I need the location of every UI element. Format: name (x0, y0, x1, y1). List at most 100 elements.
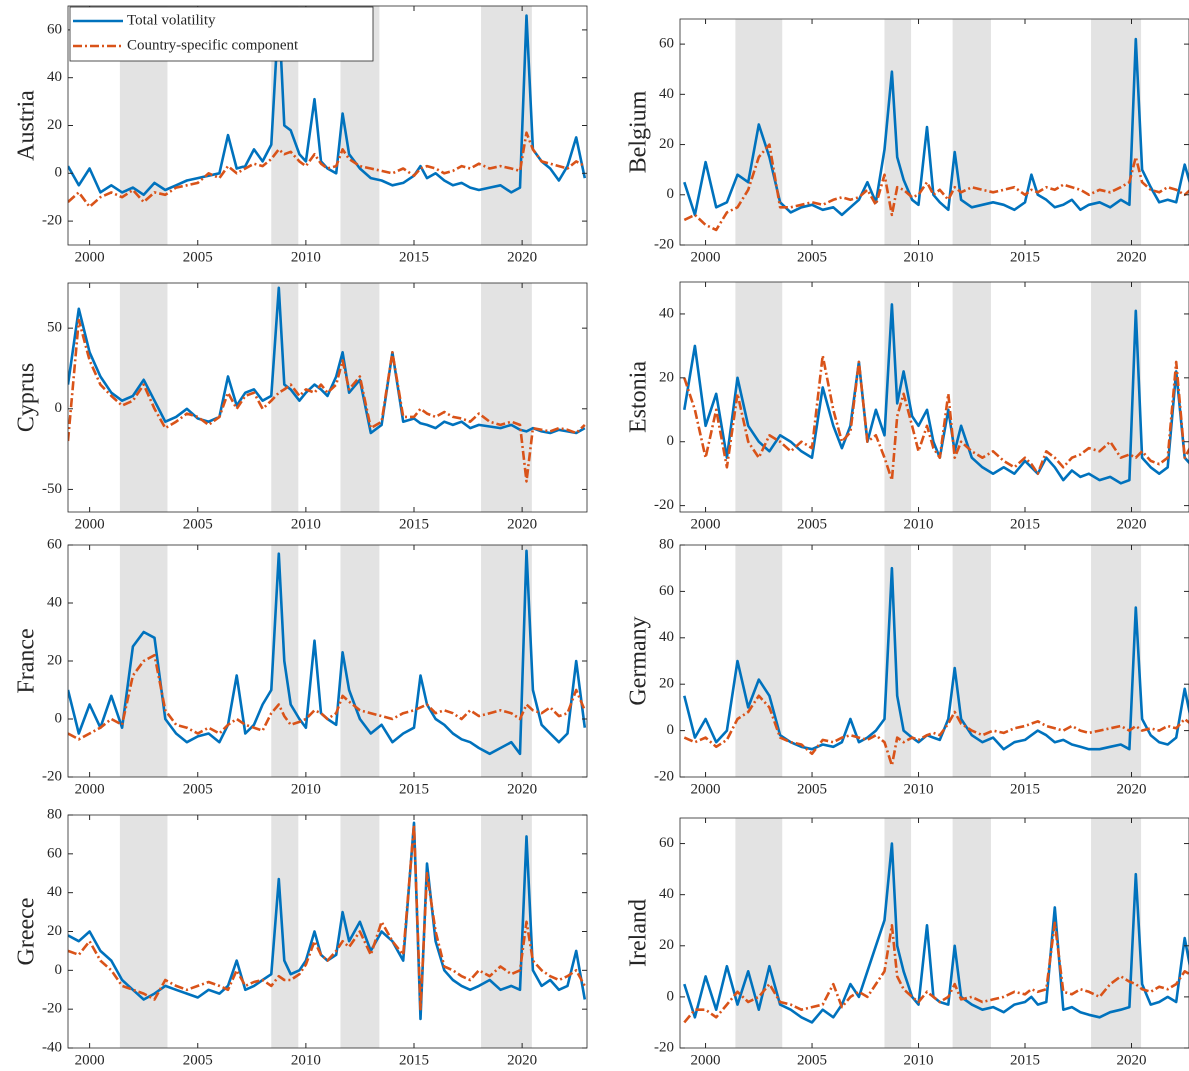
y-tick-label: -20 (654, 236, 674, 252)
x-tick-label: 2005 (797, 249, 827, 265)
series-line (68, 823, 586, 1011)
x-tick-label: 2020 (1116, 516, 1146, 532)
y-tick-label: 20 (659, 676, 674, 692)
y-tick-label: -20 (654, 1039, 674, 1055)
y-tick-label: 40 (47, 69, 62, 85)
x-tick-label: 2000 (691, 249, 721, 265)
y-tick-label: 20 (659, 369, 674, 385)
y-tick-label: 40 (659, 86, 674, 102)
x-tick-label: 2005 (797, 781, 827, 797)
y-tick-label: -50 (42, 481, 62, 497)
y-tick-label: 50 (47, 320, 62, 336)
y-tick-label: 80 (47, 806, 62, 822)
y-tick-label: -20 (42, 768, 62, 784)
x-tick-label: 2000 (691, 781, 721, 797)
legend-label: Total volatility (127, 12, 216, 28)
x-tick-label: 2020 (1116, 1052, 1146, 1068)
x-tick-label: 2010 (291, 249, 321, 265)
y-tick-label: 0 (667, 433, 675, 449)
legend-label: Country-specific component (127, 37, 299, 53)
series-line (683, 303, 1189, 485)
series-line (68, 131, 586, 209)
y-tick-label: 20 (659, 136, 674, 152)
y-tick-label: 40 (659, 886, 674, 902)
y-tick-label: 40 (659, 629, 674, 645)
y-tick-label: 40 (47, 884, 62, 900)
y-axis-label: Austria (14, 90, 40, 161)
x-tick-label: 2005 (183, 249, 213, 265)
y-axis-label: Germany (626, 616, 652, 705)
plot-area (68, 545, 587, 777)
legend-box (69, 6, 374, 62)
x-tick-label: 2005 (183, 781, 213, 797)
y-tick-label: -20 (42, 213, 62, 229)
series-line (68, 9, 587, 197)
x-tick-label: 2015 (399, 516, 429, 532)
shaded-period (1091, 19, 1142, 245)
x-tick-label: 2010 (904, 781, 934, 797)
panel: -20 0 20 40 60 2000 2005 2010 2015 2020 France (14, 536, 588, 797)
x-tick-label: 2000 (691, 516, 721, 532)
panel: -20 0 20 40 60 2000 2005 2010 2015 2020 Austria Tot… (14, 5, 588, 265)
y-tick-label: 0 (667, 186, 675, 202)
axes-frame (679, 18, 1189, 246)
y-tick-label: 0 (667, 722, 675, 738)
x-tick-label: 2000 (75, 781, 105, 797)
x-tick-label: 2015 (399, 1052, 429, 1068)
y-tick-label: 60 (47, 845, 62, 861)
x-tick-label: 2020 (507, 1052, 537, 1068)
panel: -20 0 20 40 60 80 2000 2005 2010 2015 2020 Germany (626, 536, 1189, 797)
shaded-period (340, 545, 380, 777)
shaded-period (952, 282, 991, 512)
x-tick-label: 2015 (1010, 1052, 1040, 1068)
y-tick-label: 60 (659, 835, 674, 851)
panel: -20 0 20 40 60 2000 2005 2010 2015 2020 Belgium (626, 18, 1189, 265)
series-line (68, 821, 587, 1021)
y-tick-label: -20 (654, 768, 674, 784)
panel: -50 0 50 2000 2005 2010 2015 2020 Cyprus (14, 282, 588, 532)
series-line (683, 354, 1189, 482)
series-line (68, 653, 586, 741)
shaded-period (952, 19, 991, 245)
panel: -20 0 20 40 60 2000 2005 2010 2015 2020 Ireland (626, 817, 1189, 1068)
x-tick-label: 2020 (507, 249, 537, 265)
x-tick-label: 2015 (399, 249, 429, 265)
y-tick-label: -20 (654, 497, 674, 513)
shaded-period (952, 818, 991, 1048)
shaded-period (735, 818, 783, 1048)
series-line (683, 143, 1189, 232)
y-axis-label: Cyprus (14, 363, 40, 432)
series-line (683, 921, 1189, 1024)
x-tick-label: 2005 (183, 1052, 213, 1068)
x-tick-label: 2020 (1116, 781, 1146, 797)
y-axis-label: Ireland (626, 899, 652, 967)
y-tick-label: 0 (667, 988, 675, 1004)
y-tick-label: 80 (659, 536, 674, 552)
y-tick-label: 20 (659, 937, 674, 953)
x-tick-label: 2015 (1010, 516, 1040, 532)
x-tick-label: 2010 (904, 249, 934, 265)
shaded-period (735, 19, 783, 245)
x-tick-label: 2010 (291, 781, 321, 797)
x-tick-label: 2000 (75, 249, 105, 265)
x-tick-label: 2020 (1116, 249, 1146, 265)
axes-frame (67, 282, 588, 513)
x-tick-label: 2005 (797, 516, 827, 532)
x-tick-label: 2005 (797, 1052, 827, 1068)
plot-area (683, 19, 1189, 245)
y-tick-label: 0 (55, 710, 63, 726)
plot-area (68, 283, 586, 512)
x-tick-label: 2000 (691, 1052, 721, 1068)
x-tick-label: 2000 (75, 516, 105, 532)
y-tick-label: -40 (42, 1039, 62, 1055)
y-tick-label: 0 (55, 165, 63, 181)
x-tick-label: 2010 (904, 1052, 934, 1068)
series-line (68, 549, 587, 756)
x-tick-label: 2000 (75, 1052, 105, 1068)
y-tick-label: 20 (47, 652, 62, 668)
plot-area (683, 545, 1189, 777)
plot-area (683, 818, 1189, 1048)
y-tick-label: 40 (47, 594, 62, 610)
x-tick-label: 2015 (1010, 781, 1040, 797)
plot-area (683, 282, 1189, 512)
